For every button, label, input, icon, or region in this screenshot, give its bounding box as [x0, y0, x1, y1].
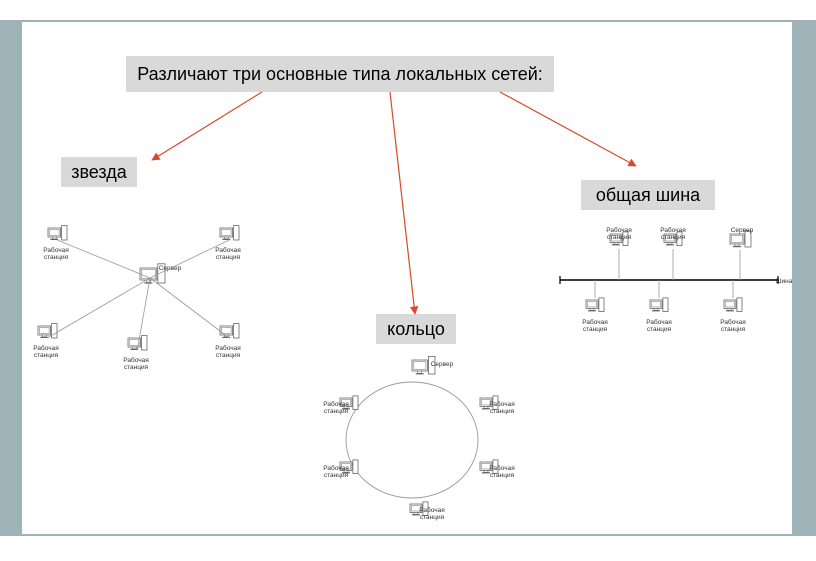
- slide: Различают три основные типа локальных се…: [0, 0, 816, 561]
- title-text: Различают три основные типа локальных се…: [137, 64, 543, 84]
- inner-panel: [22, 22, 792, 534]
- label-star-text: звезда: [71, 162, 127, 182]
- label-ring: кольцо: [376, 314, 456, 344]
- title-box: Различают три основные типа локальных се…: [126, 56, 554, 92]
- label-star: звезда: [61, 157, 137, 187]
- label-bus: общая шина: [581, 180, 715, 210]
- label-bus-text: общая шина: [596, 185, 700, 205]
- label-ring-text: кольцо: [387, 319, 445, 339]
